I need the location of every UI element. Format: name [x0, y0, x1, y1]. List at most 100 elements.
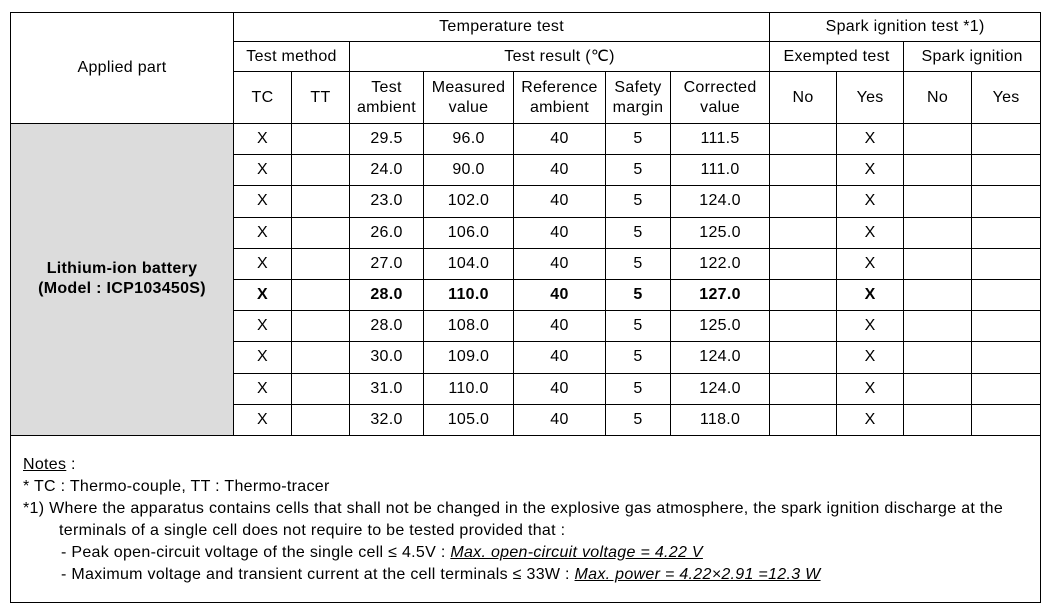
cell: X [836, 154, 905, 187]
part-name: Lithium-ion battery [46, 260, 198, 278]
cell [291, 122, 350, 156]
cell: X [233, 122, 292, 156]
cell [903, 247, 973, 280]
cell [971, 310, 1042, 343]
condition-value: Max. open-circuit voltage = 4.22 V [450, 543, 703, 561]
cell [769, 216, 838, 249]
notes: Notes : * TC : Thermo-couple, TT : Therm… [9, 434, 1042, 603]
cell [971, 247, 1042, 280]
condition-text: - Maximum voltage and transient current … [61, 565, 575, 583]
cell: X [233, 341, 292, 374]
cell [769, 372, 838, 405]
cell: 40 [513, 185, 606, 218]
cell: 40 [513, 310, 606, 343]
cell: 124.0 [669, 372, 771, 405]
cell: X [233, 310, 292, 343]
cell: 111.5 [669, 122, 771, 156]
cell [903, 185, 973, 218]
cell: 125.0 [669, 310, 771, 343]
condition-value: Max. power = 4.22×2.91 =12.3 W [574, 565, 821, 583]
applied-part: Lithium-ion battery (Model : ICP103450S) [10, 123, 234, 436]
table-row: Lithium-ion battery (Model : ICP103450S) X… [10, 122, 1042, 436]
cell [903, 216, 973, 249]
cell: 106.0 [423, 216, 514, 249]
cell [971, 122, 1042, 156]
cell: 5 [605, 247, 671, 280]
cell: X [233, 247, 292, 280]
table-body: Lithium-ion battery (Model : ICP103450S) X… [10, 122, 1042, 436]
cell [903, 372, 973, 405]
cell [291, 278, 350, 312]
cell: X [836, 403, 905, 436]
cell: 29.5 [349, 122, 424, 156]
cell: 26.0 [349, 216, 424, 249]
notes-body: * TC : Thermo-couple, TT : Thermo-tracer… [23, 476, 1028, 586]
cell: 40 [513, 247, 606, 280]
cell [769, 310, 838, 343]
cell: X [836, 278, 905, 312]
cell: X [836, 310, 905, 343]
cell [971, 341, 1042, 374]
cell: 104.0 [423, 247, 514, 280]
cell: 27.0 [349, 247, 424, 280]
note-condition: - Peak open-circuit voltage of the singl… [23, 542, 1028, 564]
header-cell: Corrected value [669, 71, 771, 124]
cell: 102.0 [423, 185, 514, 218]
table-row: X 27.0 104.0 40 5 122.0 X [11, 247, 1042, 280]
cell: 40 [513, 403, 606, 436]
header-cell: Exempted test [769, 41, 905, 72]
cell: 31.0 [349, 372, 424, 405]
condition-text: - Peak open-circuit voltage of the singl… [61, 543, 451, 561]
cell: 108.0 [423, 310, 514, 343]
cell [903, 122, 973, 156]
cell [903, 341, 973, 374]
cell: 28.0 [349, 310, 424, 343]
header-cell: Spark ignition test *1) [769, 12, 1042, 42]
header-cell: Safety margin [605, 71, 671, 124]
table-row: X 26.0 106.0 40 5 125.0 X [11, 216, 1042, 249]
cell [291, 403, 350, 436]
cell [291, 216, 350, 249]
cell [291, 341, 350, 374]
cell: 40 [513, 372, 606, 405]
cell: 118.0 [669, 403, 771, 436]
table-row: X 28.0 110.0 40 5 127.0 X [11, 278, 1042, 312]
notes-label-suffix: : [66, 455, 76, 473]
cell: 5 [605, 372, 671, 405]
cell: 127.0 [669, 278, 771, 312]
cell: X [233, 185, 292, 218]
header-cell: Temperature test [232, 12, 771, 42]
cell: 5 [605, 154, 671, 187]
cell: 40 [513, 122, 606, 156]
notes-label: Notes [23, 455, 67, 473]
cell: 40 [513, 341, 606, 374]
cell: 124.0 [669, 185, 771, 218]
cell: 122.0 [669, 247, 771, 280]
cell: 111.0 [669, 154, 771, 187]
cell: X [836, 122, 905, 156]
cell [769, 247, 838, 280]
cell [291, 185, 350, 218]
header-cell: Test result (℃) [348, 41, 771, 72]
header-cell: Test ambient [349, 71, 424, 124]
cell [769, 341, 838, 374]
table-row: X 31.0 110.0 40 5 124.0 X [11, 372, 1042, 405]
cell: 5 [605, 341, 671, 374]
note-condition: - Maximum voltage and transient current … [23, 564, 1028, 586]
cell: X [233, 154, 292, 187]
cell [291, 247, 350, 280]
cell: 5 [605, 403, 671, 436]
cell: 90.0 [423, 154, 514, 187]
cell: 5 [605, 278, 671, 312]
cell [971, 278, 1042, 312]
cell: 5 [605, 310, 671, 343]
cell: 40 [513, 278, 606, 312]
cell: X [836, 341, 905, 374]
header-cell: Spark ignition [903, 41, 1042, 72]
cell: 110.0 [423, 372, 514, 405]
part-model: (Model : ICP103450S) [38, 280, 206, 298]
header-cell: No [769, 71, 838, 124]
header-cell: Yes [971, 71, 1042, 124]
cell [291, 154, 350, 187]
